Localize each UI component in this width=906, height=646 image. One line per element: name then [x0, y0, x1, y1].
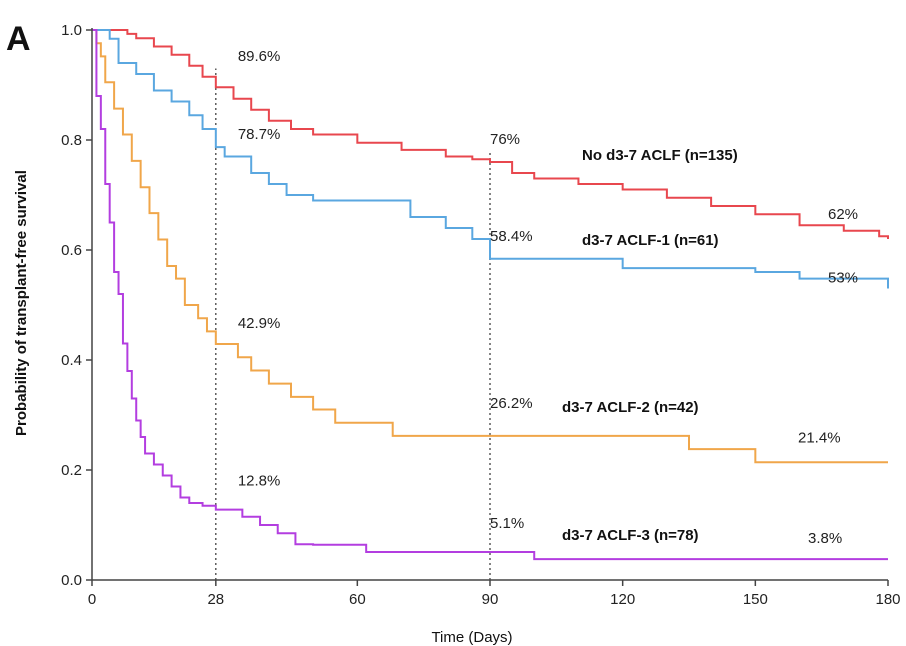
- y-tick-label: 0.6: [61, 242, 82, 259]
- percent-annotation: 26.2%: [490, 395, 533, 412]
- series-label-4: d3-7 ACLF-3 (n=78): [562, 527, 699, 544]
- reference-lines: [215, 68, 491, 580]
- percent-annotation: 12.8%: [238, 473, 281, 490]
- x-tick-label: 28: [207, 591, 224, 608]
- x-tick-label: 0: [88, 591, 96, 608]
- series-label-1: No d3-7 ACLF (n=135): [582, 147, 738, 164]
- series-label-2: d3-7 ACLF-1 (n=61): [582, 232, 719, 249]
- y-tick-label: 0.4: [61, 352, 82, 369]
- y-tick-label: 0.2: [61, 462, 82, 479]
- x-tick-label: 180: [875, 591, 900, 608]
- percent-annotation: 89.6%: [238, 48, 281, 65]
- percent-annotation: 76%: [490, 131, 520, 148]
- percent-annotation: 21.4%: [798, 429, 841, 446]
- axes: 0.0 0.2 0.4 0.6 0.8 1.0 0 28 60 90 120 150 180: [61, 22, 900, 608]
- series-label-3: d3-7 ACLF-2 (n=42): [562, 399, 699, 416]
- series-line-4: [92, 29, 888, 561]
- y-tick-label: 0.8: [61, 132, 82, 149]
- percent-annotation: 53%: [828, 270, 858, 287]
- percent-annotation: 5.1%: [490, 515, 524, 532]
- x-tick-label: 150: [743, 591, 768, 608]
- x-tick-label: 90: [482, 591, 499, 608]
- series-line-3: [92, 29, 888, 464]
- percent-annotation: 3.8%: [808, 530, 842, 547]
- legend-labels: No d3-7 ACLF (n=135) d3-7 ACLF-1 (n=61) d3…: [562, 147, 738, 544]
- percent-annotation: 62%: [828, 206, 858, 223]
- annotations: 89.6% 78.7% 42.9% 12.8% 76% 58.4% 26.2% 5.1% 62%…: [238, 48, 858, 547]
- y-tick-label: 1.0: [61, 22, 82, 39]
- y-axis-title: Probability of transplant-free survival: [13, 170, 30, 436]
- x-tick-label: 60: [349, 591, 366, 608]
- percent-annotation: 42.9%: [238, 315, 281, 332]
- panel-letter: A: [6, 20, 31, 58]
- x-axis-title: Time (Days): [431, 629, 512, 646]
- series-line-2: [92, 29, 889, 289]
- percent-annotation: 78.7%: [238, 126, 281, 143]
- x-tick-label: 120: [610, 591, 635, 608]
- percent-annotation: 58.4%: [490, 228, 533, 245]
- y-tick-label: 0.0: [61, 572, 82, 589]
- series-line-1: [92, 29, 889, 239]
- series-layer: [92, 29, 889, 561]
